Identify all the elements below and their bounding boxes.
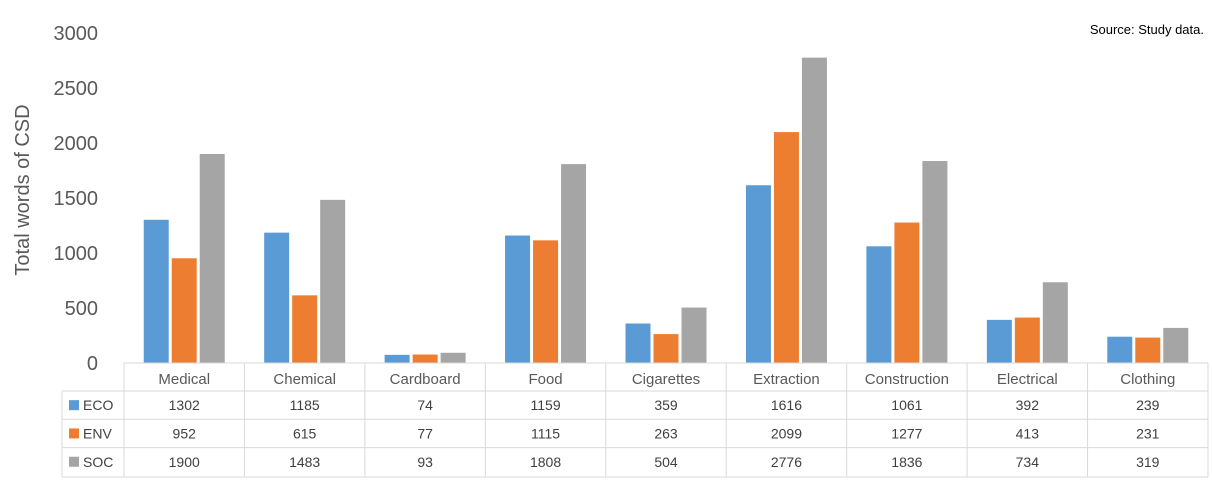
bar-eco-cigarettes — [625, 323, 651, 363]
legend-swatch-eco — [69, 400, 79, 411]
y-tick-label: 1000 — [54, 243, 99, 265]
bar-env-cigarettes — [653, 334, 679, 363]
bar-soc-construction — [922, 161, 948, 363]
bar-soc-cigarettes — [681, 307, 707, 363]
y-axis-title: Total words of CSD — [12, 104, 34, 275]
y-tick-label: 500 — [65, 298, 98, 320]
y-tick-label: 3000 — [54, 23, 99, 45]
table-cell-value: 263 — [654, 425, 678, 441]
bar-env-clothing — [1135, 337, 1161, 363]
bar-eco-cardboard — [384, 354, 410, 363]
table-cell-value: 1277 — [891, 425, 922, 441]
table-cell-value: 952 — [173, 425, 197, 441]
y-tick-label: 2000 — [54, 133, 99, 155]
table-cell-value: 413 — [1016, 425, 1040, 441]
bar-soc-extraction — [801, 57, 827, 363]
table-cell-value: 239 — [1136, 397, 1160, 413]
table-cell-value: 1836 — [891, 454, 922, 470]
legend-label-soc: SOC — [83, 454, 113, 470]
y-tick-label: 1500 — [54, 188, 99, 210]
bar-env-chemical — [292, 295, 318, 363]
table-cell-value: 1061 — [891, 397, 922, 413]
table-cell-value: 1900 — [169, 454, 200, 470]
category-label: Electrical — [997, 371, 1058, 388]
table-cell-value: 504 — [654, 454, 678, 470]
y-tick-label: 2500 — [54, 78, 99, 100]
legend-swatch-env — [69, 428, 79, 439]
bar-env-extraction — [773, 132, 799, 363]
category-label: Cigarettes — [632, 371, 700, 388]
table-cell-value: 77 — [417, 425, 433, 441]
table-cell-value: 359 — [654, 397, 678, 413]
bar-eco-extraction — [745, 185, 771, 363]
table-cell-value: 1808 — [530, 454, 561, 470]
category-label: Cardboard — [390, 371, 461, 388]
bar-eco-chemical — [264, 232, 290, 363]
category-label: Chemical — [273, 371, 336, 388]
category-label: Construction — [865, 371, 949, 388]
table-cell-value: 734 — [1016, 454, 1040, 470]
table-cell-value: 1159 — [531, 397, 561, 413]
table-cell-value: 1302 — [169, 397, 200, 413]
y-tick-label: 0 — [87, 353, 98, 375]
table-cell-value: 1483 — [289, 454, 320, 470]
bar-soc-food — [561, 164, 587, 363]
bar-soc-clothing — [1163, 327, 1189, 363]
legend-label-eco: ECO — [83, 397, 113, 413]
category-label: Clothing — [1120, 371, 1175, 388]
source-note: Source: Study data. — [1089, 22, 1204, 37]
bar-soc-cardboard — [440, 352, 466, 363]
table-cell-value: 1115 — [531, 425, 560, 441]
category-label: Food — [528, 371, 562, 388]
legend-label-env: ENV — [83, 425, 112, 441]
table-cell-value: 2099 — [771, 425, 802, 441]
bar-env-food — [533, 240, 559, 363]
category-label: Extraction — [753, 371, 820, 388]
bar-soc-chemical — [320, 199, 346, 363]
table-cell-value: 392 — [1016, 397, 1040, 413]
bar-eco-medical — [143, 219, 169, 363]
table-cell-value: 74 — [417, 397, 433, 413]
table-cell-value: 1616 — [771, 397, 802, 413]
legend-swatch-soc — [69, 456, 79, 467]
table-cell-value: 615 — [293, 425, 317, 441]
bar-env-electrical — [1014, 317, 1040, 363]
table-cell-value: 319 — [1136, 454, 1160, 470]
bar-eco-electrical — [986, 319, 1012, 363]
category-label: Medical — [158, 371, 210, 388]
bar-env-construction — [894, 222, 920, 363]
table-cell-value: 93 — [417, 454, 433, 470]
bar-eco-clothing — [1107, 336, 1133, 363]
bar-eco-construction — [866, 246, 892, 363]
bar-env-cardboard — [412, 354, 438, 363]
bar-env-medical — [171, 258, 197, 363]
bar-soc-medical — [199, 154, 225, 363]
table-cell-value: 231 — [1136, 425, 1160, 441]
table-cell-value: 1185 — [290, 397, 320, 413]
bar-soc-electrical — [1042, 282, 1068, 363]
table-cell-value: 2776 — [771, 454, 802, 470]
bar-eco-food — [505, 235, 531, 363]
